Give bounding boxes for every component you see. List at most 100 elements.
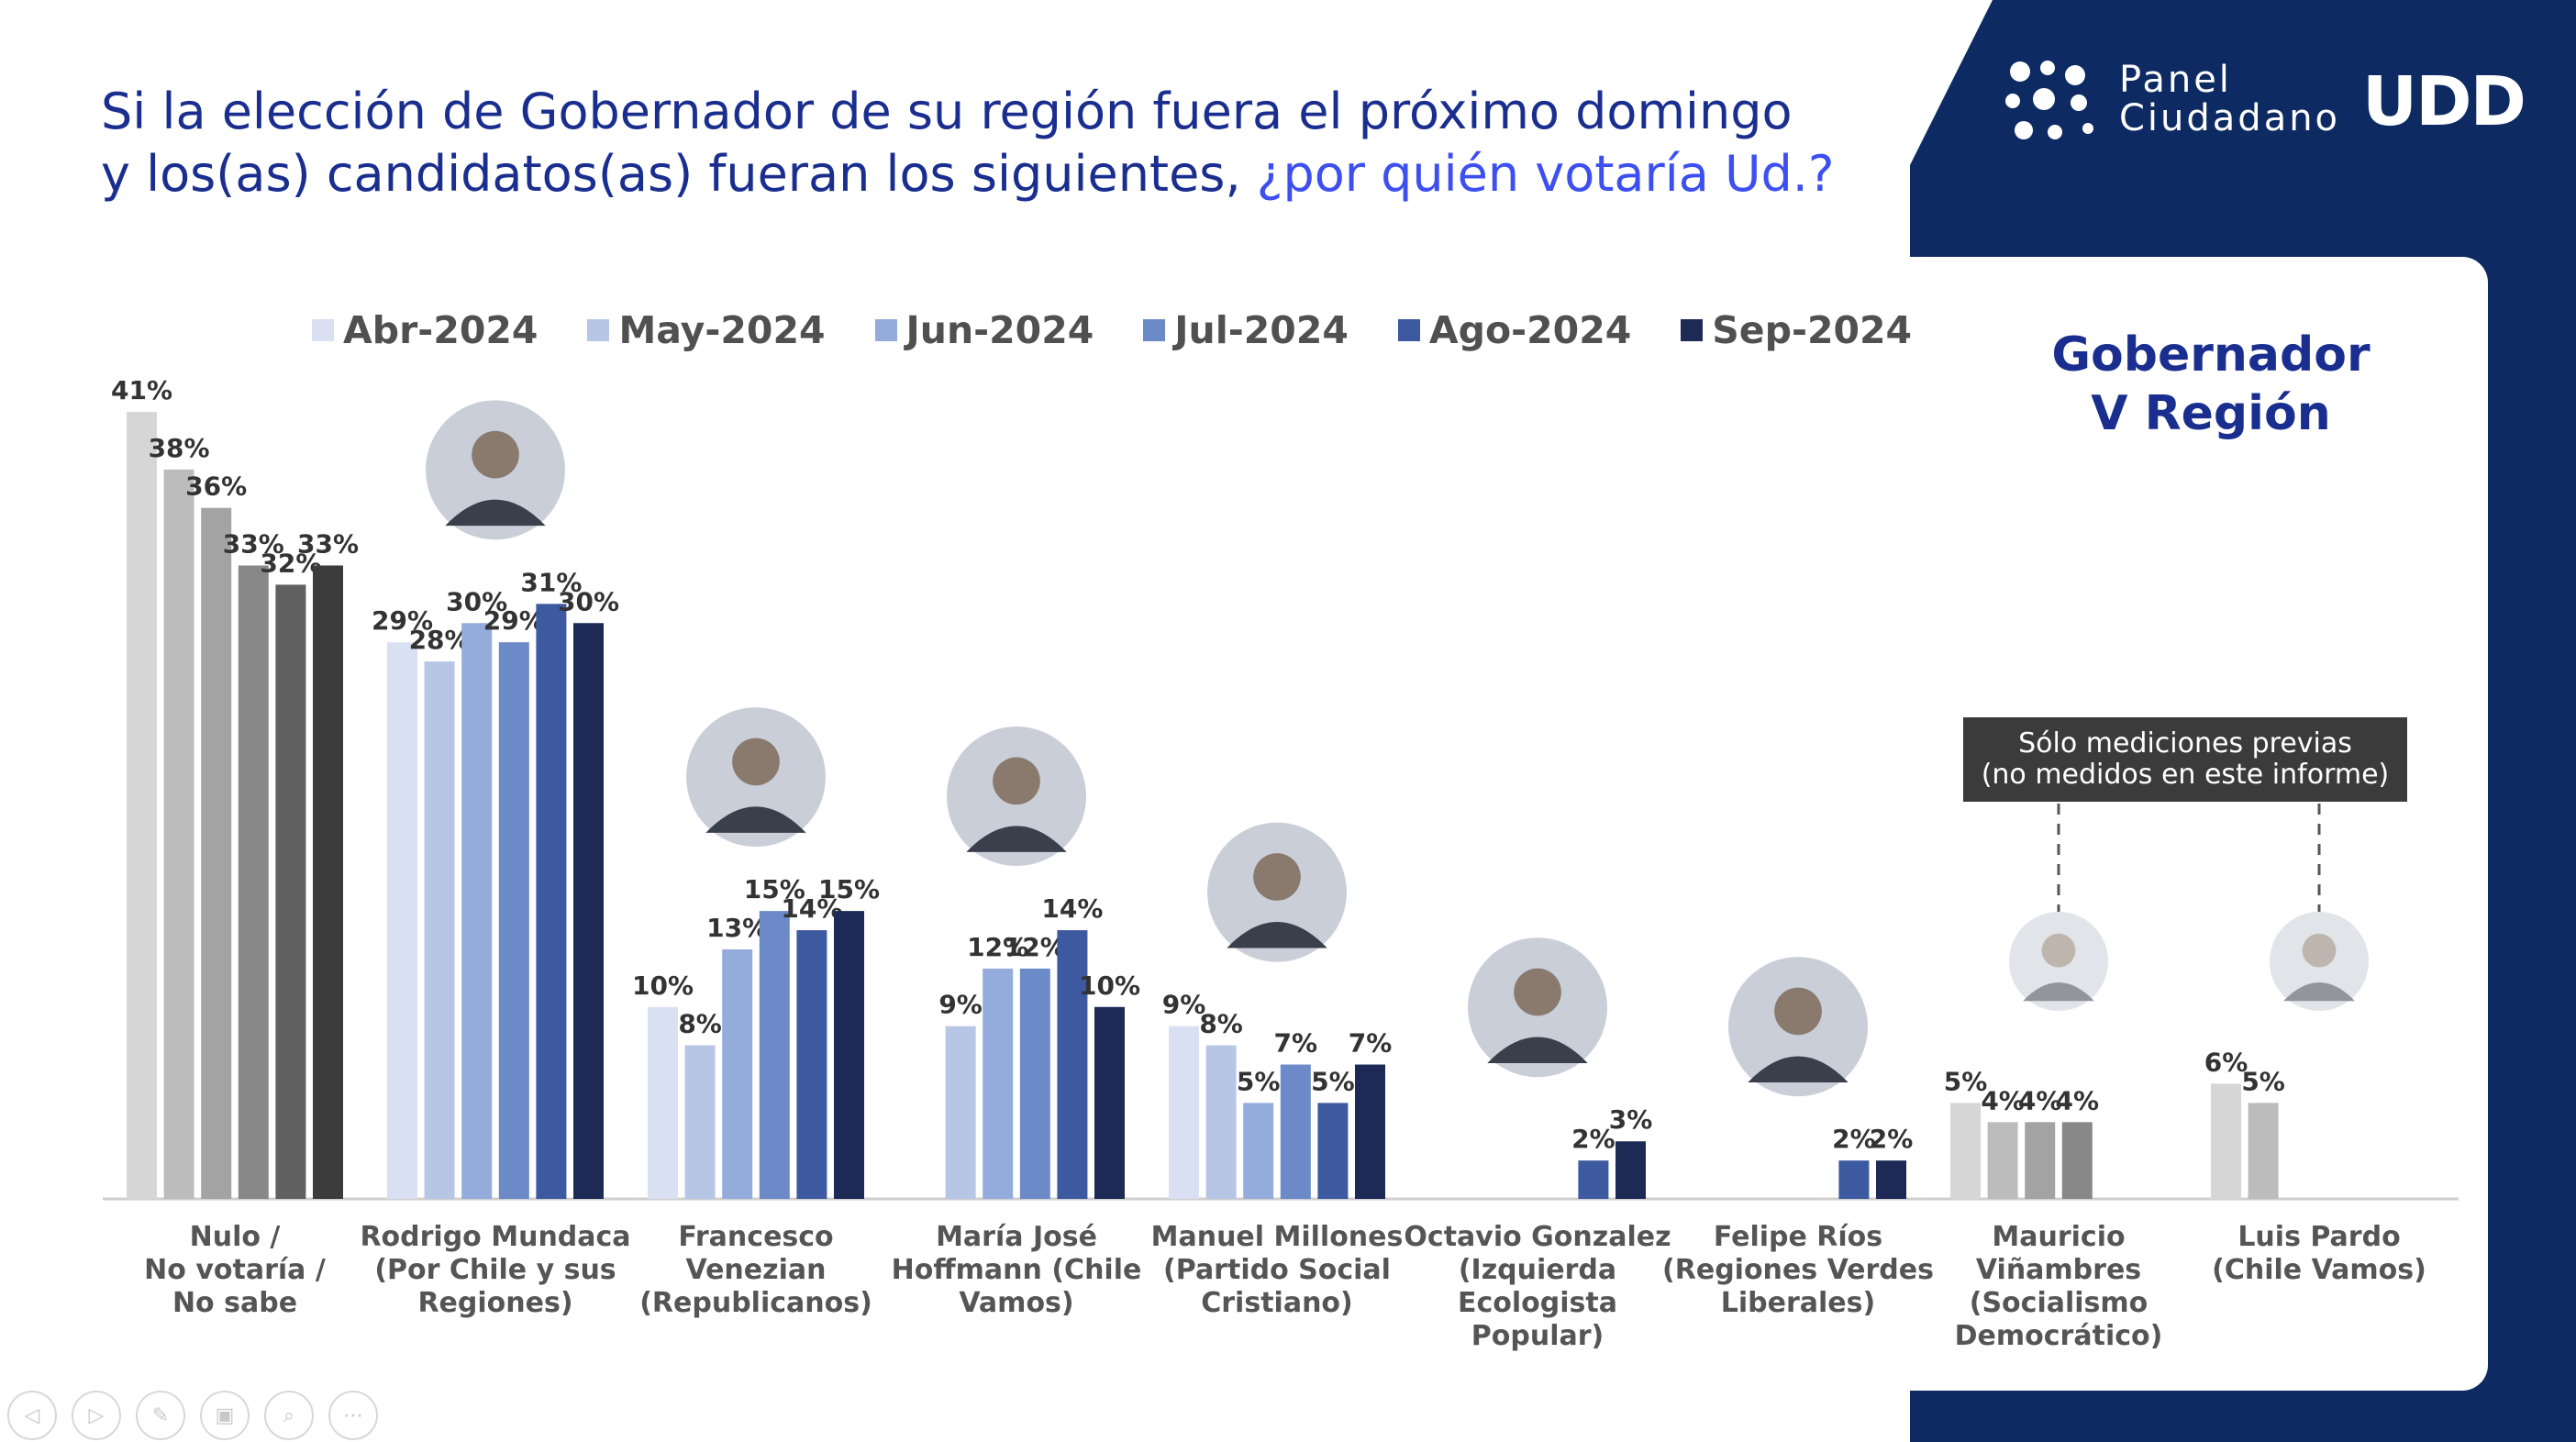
chart-legend: Abr-2024 May-2024 Jun-2024 Jul-2024 Ago-2024… [312,303,1912,358]
bar [648,1006,678,1199]
bar [313,565,343,1199]
bar [1987,1122,2018,1199]
category-label: Venezian [686,1254,827,1286]
legend-swatch [874,319,897,341]
bar [722,948,753,1199]
bar [498,642,529,1199]
category-label: Francesco [678,1221,833,1253]
category-label: Luis Pardo [2237,1221,2400,1253]
data-label: 4% [2018,1085,2062,1115]
legend-swatch [1143,319,1166,341]
legend-item-5: Sep-2024 [1681,308,1912,352]
bar [461,623,493,1199]
region-heading: Gobernador V Región [2051,327,2371,441]
data-label: 6% [2204,1047,2248,1077]
bar [201,507,232,1199]
legend-label: Jul-2024 [1174,308,1349,352]
toolbar-icon[interactable]: ⌕ [264,1391,314,1440]
candidate-photo [1468,937,1607,1078]
category-label: (Republicanos) [639,1287,872,1319]
candidate-photo [686,707,826,848]
category-label: Nulo / [190,1221,281,1253]
bar [1616,1141,1646,1199]
category-label: Ecologista [1458,1287,1617,1319]
udd-logo: UDD [2362,62,2526,141]
bar [387,642,417,1199]
title-line-2: y los(as) candidatos(as) fueran los sigu… [101,145,1241,203]
bar [2025,1122,2056,1199]
data-label: 2% [1870,1124,1914,1154]
category-label: (Izquierda [1459,1254,1616,1286]
data-label: 5% [1944,1066,1988,1096]
category-label: Mauricio [1992,1221,2125,1253]
candidate-photo [947,727,1086,867]
data-label: 15% [818,874,880,904]
toolbar-icon[interactable]: ◁ [7,1391,57,1440]
data-label: 30% [446,586,507,616]
bar [1876,1160,1906,1199]
data-label: 30% [558,586,619,616]
legend-item-2: Jun-2024 [874,308,1094,352]
data-label: 5% [1311,1066,1355,1096]
data-label: 29% [483,605,545,636]
data-label: 2% [1832,1124,1876,1154]
category-label: Cristiano) [1201,1287,1353,1319]
data-label: 14% [781,893,842,924]
bar [1280,1064,1311,1199]
legend-item-4: Ago-2024 [1397,308,1632,352]
toolbar-icon[interactable]: ✎ [136,1391,185,1440]
category-label: Popular) [1471,1320,1604,1352]
category-label: Regiones) [417,1287,572,1319]
candidate-photo [1207,822,1347,962]
legend-swatch [1681,319,1704,341]
legend-swatch [312,319,334,341]
data-label: 8% [678,1009,722,1039]
previous-measurements-note: Sólo mediciones previas (no medidos en e… [1963,717,2407,802]
bar [1355,1064,1385,1199]
bar [684,1045,716,1199]
candidate-photo [2270,912,2369,1011]
data-label: 7% [1274,1028,1318,1059]
toolbar-icon[interactable]: ▣ [200,1391,250,1440]
category-label: (Partido Social [1163,1254,1391,1286]
category-label: Vamos) [959,1287,1073,1319]
bar [424,661,455,1199]
category-label: No sabe [172,1287,297,1319]
category-label: Felipe Ríos [1714,1221,1882,1253]
toolbar-icon[interactable]: ▷ [72,1391,121,1440]
bar [536,604,567,1199]
data-label: 29% [372,605,433,636]
bar [2061,1122,2093,1199]
data-label: 36% [185,471,247,502]
bar [834,911,864,1199]
data-label: 33% [297,528,359,559]
title-question: ¿por quién votaría Ud.? [1256,145,1835,203]
bar [2248,1103,2279,1199]
category-label: Manuel Millones [1151,1221,1404,1253]
data-label: 2% [1571,1124,1616,1154]
category-label: (Socialismo [1970,1287,2149,1319]
candidate-photo [2009,912,2108,1011]
category-label: No votaría / [144,1254,326,1286]
category-label: Hoffmann (Chile [892,1254,1142,1286]
data-label: 38% [149,433,210,463]
legend-swatch [587,319,610,341]
data-label: 7% [1349,1028,1393,1059]
bar [163,469,194,1200]
bar [1243,1103,1274,1199]
category-label: María José [936,1221,1097,1253]
data-label: 9% [1162,990,1206,1020]
bar [983,968,1014,1199]
toolbar-icon[interactable]: ⋯ [328,1391,378,1440]
bar [1169,1026,1199,1199]
legend-label: Ago-2024 [1428,308,1632,352]
data-label: 14% [1041,893,1103,924]
bar [275,584,306,1199]
page-title: Si la elección de Gobernador de su regió… [101,81,1936,205]
data-label: 12% [1005,932,1066,962]
legend-label: Jun-2024 [905,308,1094,352]
data-label: 28% [409,625,471,655]
bar [759,911,790,1199]
bar [573,623,604,1199]
candidate-photo [426,400,565,540]
